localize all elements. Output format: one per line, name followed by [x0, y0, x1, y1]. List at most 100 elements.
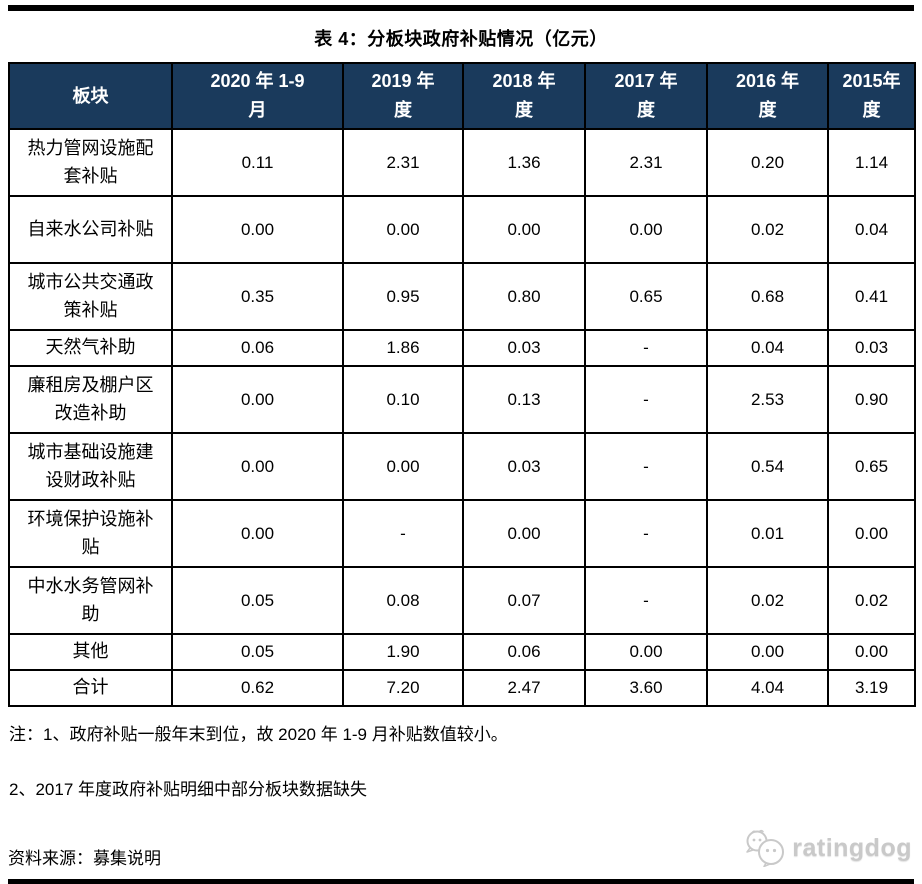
value-cell: 2.47 [462, 669, 586, 707]
value-cell: 0.65 [827, 432, 916, 501]
value-cell: 7.20 [342, 669, 464, 707]
value-cell: - [584, 329, 708, 367]
value-cell: 0.11 [171, 128, 344, 197]
value-cell: 1.90 [342, 633, 464, 671]
value-cell: 0.02 [706, 566, 829, 635]
value-cell: 0.05 [171, 566, 344, 635]
table-body: 热力管网设施配套补贴 0.11 2.31 1.36 2.31 0.20 1.14 自来水公司补… [8, 128, 916, 707]
value-cell: 0.00 [171, 195, 344, 264]
value-cell: 0.35 [171, 262, 344, 331]
row-label-cell: 合计 [8, 669, 173, 707]
table-row: 廉租房及棚户区改造补助 0.00 0.10 0.13-2.53 0.90 [8, 365, 916, 434]
value-cell: 2.31 [584, 128, 708, 197]
value-cell: 0.08 [342, 566, 464, 635]
value-cell: 0.04 [706, 329, 829, 367]
value-cell: 4.04 [706, 669, 829, 707]
table-row: 其他 0.05 1.90 0.06 0.00 0.00 0.00 [8, 633, 916, 671]
value-cell: - [584, 566, 708, 635]
column-header-period: 2019 年度 [342, 62, 464, 130]
value-cell: 0.05 [171, 633, 344, 671]
column-header-period: 2015年度 [827, 62, 916, 130]
top-rule [8, 5, 914, 11]
table-title: 表 4：分板块政府补贴情况（亿元） [314, 29, 608, 49]
value-cell: 0.80 [462, 262, 586, 331]
value-cell: 0.00 [462, 195, 586, 264]
value-cell: 0.02 [706, 195, 829, 264]
logo-text: ratingdog [792, 833, 912, 862]
subsidy-table: 板块 2020 年 1-9 月 2019 年度 2018 年度 2017 年度 2016 年… [8, 62, 916, 707]
value-cell: 0.04 [827, 195, 916, 264]
value-cell: 3.60 [584, 669, 708, 707]
table-row: 天然气补助 0.06 1.86 0.03-0.04 0.03 [8, 329, 916, 367]
column-header-segment: 板块 [8, 62, 173, 130]
value-cell: 0.00 [462, 499, 586, 568]
value-cell: 0.06 [171, 329, 344, 367]
value-cell: 3.19 [827, 669, 916, 707]
value-cell: - [342, 499, 464, 568]
value-cell: 0.68 [706, 262, 829, 331]
source-row: 资料来源：募集说明 ratingdog [8, 829, 914, 869]
value-cell: 0.03 [462, 432, 586, 501]
value-cell: 0.00 [171, 499, 344, 568]
value-cell: 0.06 [462, 633, 586, 671]
notes-block: 注：1、政府补贴一般年末到位，故 2020 年 1-9 月补贴数值较小。 2、2… [8, 724, 914, 801]
note-1: 注：1、政府补贴一般年末到位，故 2020 年 1-9 月补贴数值较小。 [9, 725, 508, 744]
value-cell: 0.03 [827, 329, 916, 367]
column-header-period: 2018 年度 [462, 62, 586, 130]
table-header-row: 板块 2020 年 1-9 月 2019 年度 2018 年度 2017 年度 2016 年… [8, 62, 916, 130]
value-cell: 0.01 [706, 499, 829, 568]
value-cell: 0.02 [827, 566, 916, 635]
column-header-period: 2020 年 1-9 月 [171, 62, 344, 130]
value-cell: 0.00 [827, 499, 916, 568]
row-label-cell: 城市基础设施建设财政补贴 [8, 432, 173, 501]
column-header-period: 2016 年度 [706, 62, 829, 130]
value-cell: 2.53 [706, 365, 829, 434]
value-cell: - [584, 432, 708, 501]
table-row: 自来水公司补贴 0.00 0.00 0.00 0.00 0.02 0.04 [8, 195, 916, 264]
value-cell: 0.95 [342, 262, 464, 331]
value-cell: 0.10 [342, 365, 464, 434]
column-header-period: 2017 年度 [584, 62, 708, 130]
table-row: 城市基础设施建设财政补贴 0.00 0.00 0.03-0.54 0.65 [8, 432, 916, 501]
row-label-cell: 热力管网设施配套补贴 [8, 128, 173, 197]
value-cell: 0.03 [462, 329, 586, 367]
row-label-cell: 其他 [8, 633, 173, 671]
table-row: 环境保护设施补贴 0.00-0.00-0.01 0.00 [8, 499, 916, 568]
value-cell: 2.31 [342, 128, 464, 197]
value-cell: 0.41 [827, 262, 916, 331]
row-label-cell: 天然气补助 [8, 329, 173, 367]
value-cell: 0.90 [827, 365, 916, 434]
row-label-cell: 廉租房及棚户区改造补助 [8, 365, 173, 434]
value-cell: 0.00 [342, 195, 464, 264]
value-cell: 0.00 [342, 432, 464, 501]
value-cell: 0.00 [171, 432, 344, 501]
ratingdog-logo: ratingdog [744, 829, 914, 868]
table-header: 板块 2020 年 1-9 月 2019 年度 2018 年度 2017 年度 2016 年… [8, 62, 916, 130]
table-row: 城市公共交通政策补贴 0.35 0.95 0.80 0.65 0.68 0.41 [8, 262, 916, 331]
value-cell: 0.62 [171, 669, 344, 707]
table-row: 热力管网设施配套补贴 0.11 2.31 1.36 2.31 0.20 1.14 [8, 128, 916, 197]
value-cell: 0.00 [584, 633, 708, 671]
value-cell: 0.00 [827, 633, 916, 671]
value-cell: 0.07 [462, 566, 586, 635]
table-row: 中水水务管网补助 0.05 0.08 0.07-0.02 0.02 [8, 566, 916, 635]
value-cell: - [584, 499, 708, 568]
value-cell: 0.65 [584, 262, 708, 331]
note-2: 2、2017 年度政府补贴明细中部分板块数据缺失 [9, 780, 367, 800]
value-cell: - [584, 365, 708, 434]
value-cell: 1.36 [462, 128, 586, 197]
dog-face-icon [744, 829, 788, 868]
value-cell: 0.00 [706, 633, 829, 671]
value-cell: 0.00 [584, 195, 708, 264]
value-cell: 1.14 [827, 128, 916, 197]
bottom-rule [8, 879, 914, 884]
row-label-cell: 环境保护设施补贴 [8, 499, 173, 568]
row-label-cell: 城市公共交通政策补贴 [8, 262, 173, 331]
table-row: 合计 0.62 7.20 2.47 3.60 4.04 3.19 [8, 669, 916, 707]
value-cell: 0.20 [706, 128, 829, 197]
value-cell: 1.86 [342, 329, 464, 367]
value-cell: 0.54 [706, 432, 829, 501]
value-cell: 0.00 [171, 365, 344, 434]
row-label-cell: 自来水公司补贴 [8, 195, 173, 264]
